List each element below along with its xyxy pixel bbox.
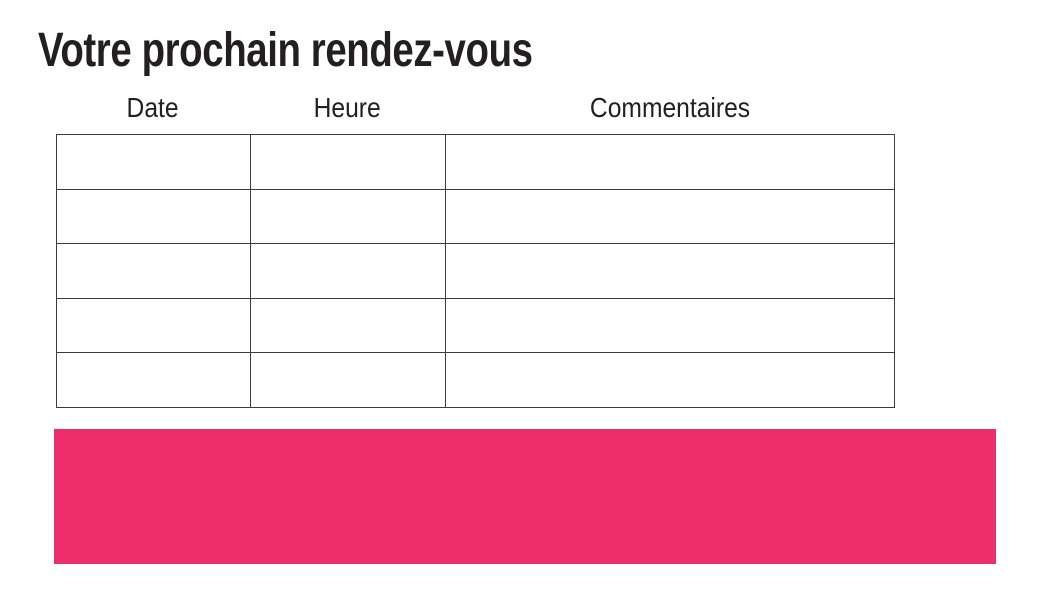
column-header-date: Date [56,91,250,125]
table-row [57,244,894,299]
table-cell [57,135,251,189]
table-cell [57,244,251,298]
table-cell [251,135,446,189]
column-header-date-label: Date [126,92,180,123]
table-cell [446,244,894,298]
table-column-headers: Date Heure Commentaires [56,91,895,125]
table-cell [446,135,894,189]
column-header-heure-label: Heure [313,92,382,123]
column-header-commentaires: Commentaires [445,91,895,125]
table-row [57,135,894,190]
pink-banner [54,429,996,564]
table-cell [251,244,446,298]
table-cell [251,189,446,244]
table-cell [57,189,251,244]
table-row [57,298,894,354]
table-cell [57,298,251,353]
table-cell [446,353,894,407]
column-header-commentaires-label: Commentaires [589,92,751,123]
table-cell [251,353,446,407]
table-cell [446,190,894,244]
column-header-heure: Heure [250,91,445,125]
table-cell [251,298,446,353]
table-row [57,353,894,407]
table-cell [57,353,251,407]
table-cell [446,299,894,353]
table-row [57,189,894,245]
page-title: Votre prochain rendez-vous [38,24,533,77]
appointments-table [56,134,895,408]
